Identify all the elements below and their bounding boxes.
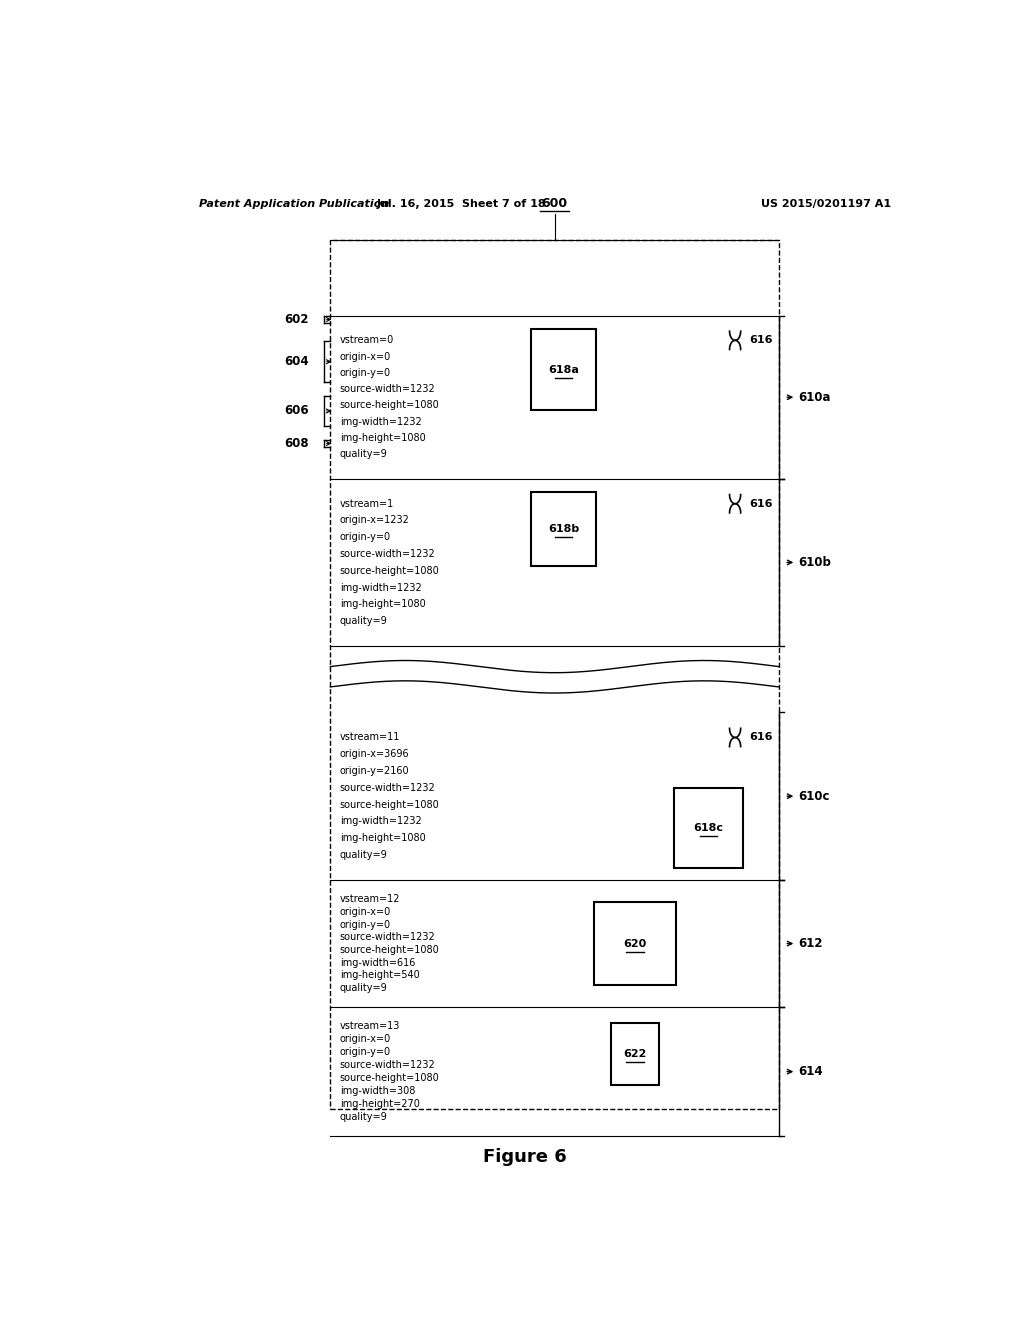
Text: 620: 620 — [624, 939, 647, 949]
Bar — [674, 788, 743, 869]
Text: 602: 602 — [284, 313, 308, 326]
Text: quality=9: quality=9 — [340, 616, 388, 626]
Text: img-height=1080: img-height=1080 — [340, 833, 426, 843]
Text: origin-x=3696: origin-x=3696 — [340, 750, 410, 759]
Text: origin-x=0: origin-x=0 — [340, 1035, 391, 1044]
Text: img-width=1232: img-width=1232 — [340, 816, 422, 826]
Text: Jul. 16, 2015  Sheet 7 of 18: Jul. 16, 2015 Sheet 7 of 18 — [377, 199, 546, 209]
Text: quality=9: quality=9 — [340, 983, 388, 993]
Text: quality=9: quality=9 — [340, 850, 388, 859]
Text: 608: 608 — [284, 437, 308, 450]
Text: origin-x=0: origin-x=0 — [340, 907, 391, 917]
Text: vstream=1: vstream=1 — [340, 499, 394, 508]
Text: vstream=11: vstream=11 — [340, 733, 400, 742]
Text: 610a: 610a — [799, 391, 831, 404]
Text: img-height=270: img-height=270 — [340, 1100, 420, 1109]
Text: origin-y=2160: origin-y=2160 — [340, 766, 410, 776]
Text: source-height=1080: source-height=1080 — [340, 566, 439, 576]
Text: 616: 616 — [750, 499, 773, 508]
Text: source-width=1232: source-width=1232 — [340, 384, 435, 395]
Text: source-width=1232: source-width=1232 — [340, 783, 435, 793]
Text: img-width=616: img-width=616 — [340, 957, 416, 968]
Text: vstream=12: vstream=12 — [340, 894, 400, 904]
Text: 604: 604 — [284, 355, 308, 368]
Text: vstream=0: vstream=0 — [340, 335, 394, 346]
Text: source-width=1232: source-width=1232 — [340, 1060, 435, 1071]
Text: origin-y=0: origin-y=0 — [340, 532, 391, 543]
Text: quality=9: quality=9 — [340, 1111, 388, 1122]
Text: 616: 616 — [750, 733, 773, 742]
Text: img-height=540: img-height=540 — [340, 970, 420, 981]
Text: origin-x=1232: origin-x=1232 — [340, 516, 410, 525]
Text: 614: 614 — [799, 1065, 823, 1078]
Text: 618b: 618b — [548, 524, 580, 533]
Bar — [331, 240, 778, 1109]
Text: 618c: 618c — [693, 824, 724, 833]
Text: img-width=1232: img-width=1232 — [340, 582, 422, 593]
Text: Figure 6: Figure 6 — [483, 1147, 566, 1166]
Text: source-height=1080: source-height=1080 — [340, 400, 439, 411]
Text: img-width=308: img-width=308 — [340, 1086, 416, 1096]
Bar — [531, 492, 596, 566]
Text: quality=9: quality=9 — [340, 449, 388, 459]
Text: 610c: 610c — [799, 789, 830, 803]
Text: Patent Application Publication: Patent Application Publication — [200, 199, 390, 209]
Text: origin-y=0: origin-y=0 — [340, 920, 391, 929]
Bar — [611, 1023, 658, 1085]
Text: origin-y=0: origin-y=0 — [340, 368, 391, 378]
Bar — [531, 329, 596, 411]
Text: US 2015/0201197 A1: US 2015/0201197 A1 — [761, 199, 892, 209]
Text: 610b: 610b — [799, 556, 831, 569]
Text: 622: 622 — [624, 1048, 647, 1059]
Text: img-width=1232: img-width=1232 — [340, 417, 422, 426]
Text: 600: 600 — [542, 197, 567, 210]
Text: source-height=1080: source-height=1080 — [340, 800, 439, 809]
Text: origin-x=0: origin-x=0 — [340, 351, 391, 362]
Text: origin-y=0: origin-y=0 — [340, 1047, 391, 1057]
Text: 616: 616 — [750, 335, 773, 346]
Text: img-height=1080: img-height=1080 — [340, 599, 426, 610]
Text: img-height=1080: img-height=1080 — [340, 433, 426, 444]
Text: 612: 612 — [799, 937, 823, 950]
Text: source-height=1080: source-height=1080 — [340, 1073, 439, 1084]
Bar — [594, 903, 676, 985]
Text: vstream=13: vstream=13 — [340, 1022, 400, 1031]
Text: source-width=1232: source-width=1232 — [340, 932, 435, 942]
Text: source-width=1232: source-width=1232 — [340, 549, 435, 560]
Text: source-height=1080: source-height=1080 — [340, 945, 439, 954]
Text: 618a: 618a — [548, 364, 579, 375]
Text: 606: 606 — [284, 404, 308, 417]
